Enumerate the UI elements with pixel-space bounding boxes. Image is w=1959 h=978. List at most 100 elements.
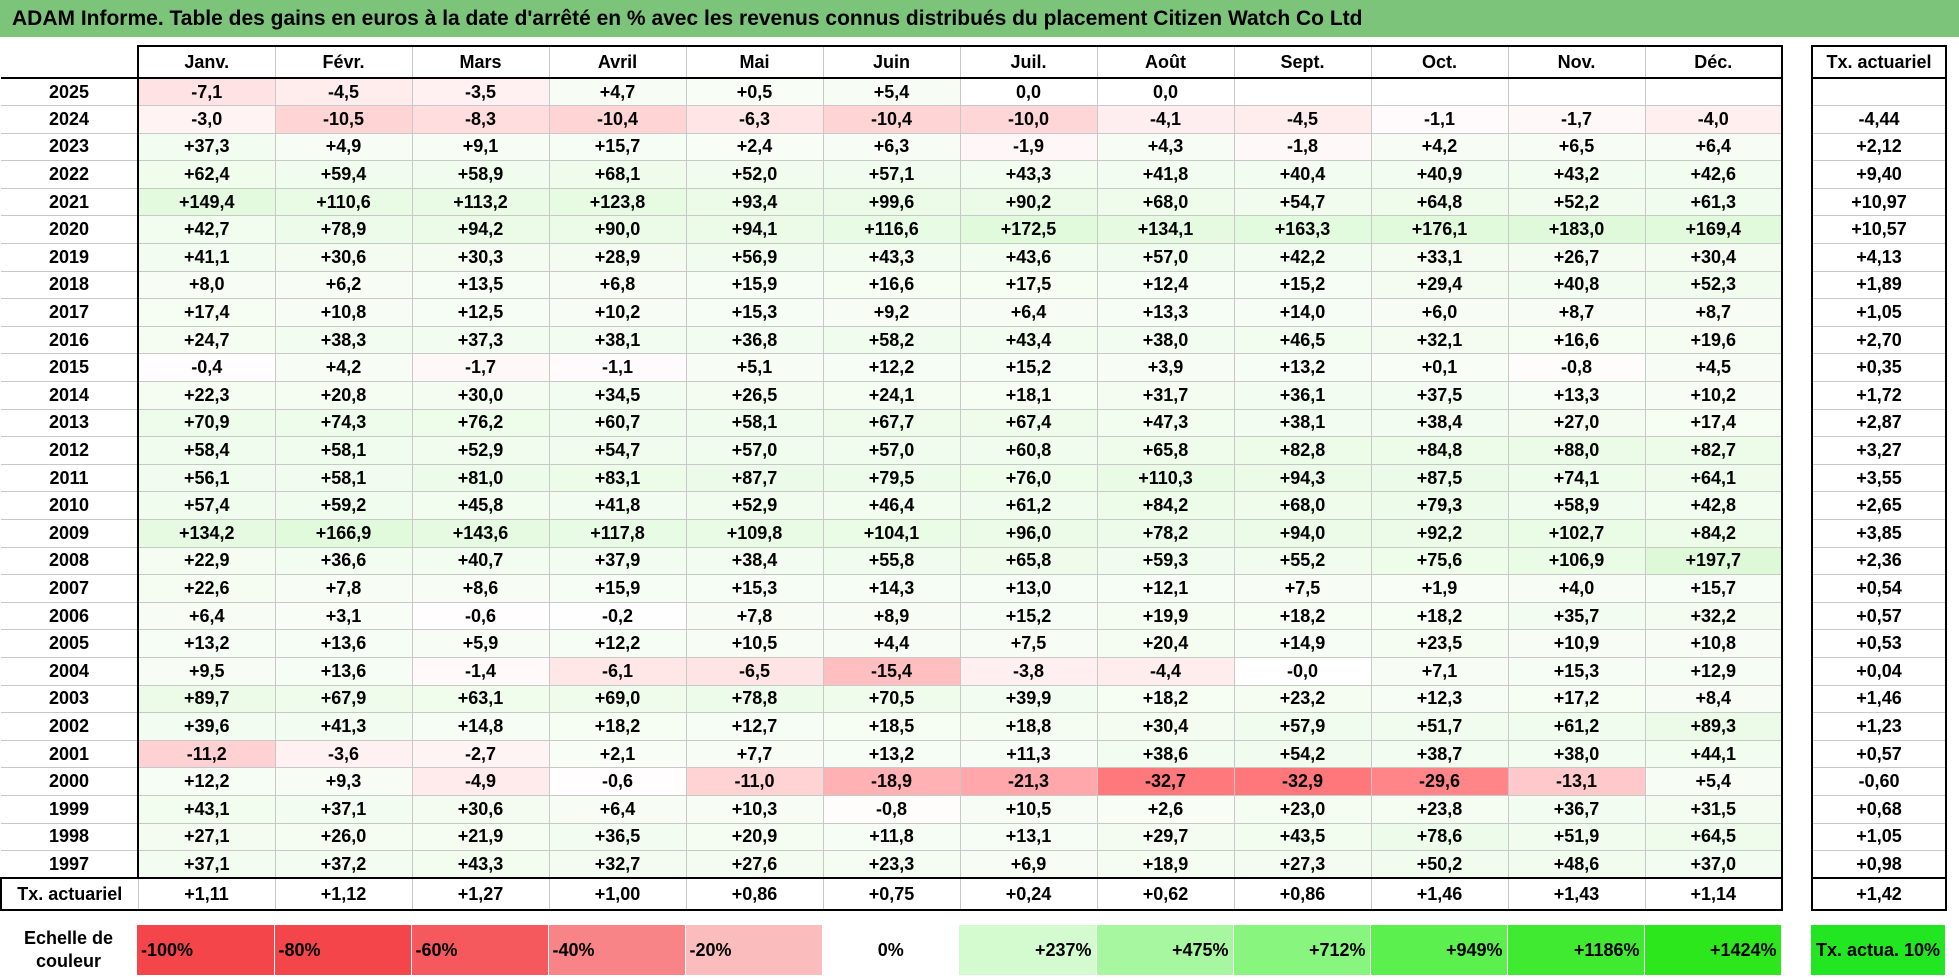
value-cell: +8,4 — [1644, 684, 1783, 714]
value-cell: -11,0 — [685, 767, 824, 796]
value-cell: +64,5 — [1644, 822, 1783, 852]
value-cell: -6,3 — [685, 105, 824, 134]
value-cell: +8,7 — [1644, 298, 1783, 327]
value-cell: +51,7 — [1370, 712, 1509, 741]
column-gap — [1782, 271, 1812, 299]
value-cell: +94,3 — [1233, 463, 1372, 493]
value-cell: +43,3 — [411, 850, 550, 879]
value-cell: +43,4 — [959, 325, 1098, 355]
value-cell: +61,2 — [1507, 712, 1646, 741]
value-cell: +12,2 — [548, 629, 687, 658]
value-cell: +18,9 — [1096, 850, 1235, 879]
value-cell: +9,2 — [822, 298, 961, 327]
value-cell: +9,5 — [137, 656, 276, 686]
value-cell: -2,7 — [411, 739, 550, 769]
scale-step: 0% — [822, 925, 959, 975]
value-cell: +94,0 — [1233, 519, 1372, 548]
value-cell: +9,1 — [411, 132, 550, 162]
value-cell: -4,9 — [411, 767, 550, 796]
actuarial-cell: +0,57 — [1811, 601, 1947, 631]
table-row: 2015 -0,4 +4,2 -1,7 -1,1 +5,1 +12,2 +15,2 +3,9 +1… — [1, 353, 1947, 383]
value-cell: +143,6 — [411, 519, 550, 548]
total-value-cell: +0,75 — [822, 877, 961, 912]
value-cell: +69,0 — [548, 684, 687, 714]
value-cell: +36,1 — [1233, 381, 1372, 410]
total-label: Tx. actuariel — [0, 877, 139, 912]
month-header: Juil. — [959, 45, 1098, 79]
value-cell: +99,6 — [822, 187, 961, 217]
year-cell: 2010 — [1, 491, 139, 520]
value-cell: +52,9 — [411, 436, 550, 465]
value-cell: +6,4 — [548, 794, 687, 824]
value-cell: +12,4 — [1096, 270, 1235, 300]
value-cell: +57,9 — [1233, 712, 1372, 741]
value-cell: +12,2 — [137, 767, 276, 796]
value-cell: +14,3 — [822, 574, 961, 603]
actuarial-cell: +0,57 — [1811, 739, 1947, 769]
value-cell: -1,7 — [1507, 105, 1646, 134]
value-cell: +13,6 — [274, 629, 413, 658]
column-gap — [1782, 133, 1812, 161]
value-cell: -4,5 — [274, 77, 413, 107]
actuarial-cell: +2,70 — [1811, 325, 1947, 355]
value-cell: +43,3 — [959, 160, 1098, 189]
month-header: Janv. — [137, 45, 276, 79]
value-cell: +11,3 — [959, 739, 1098, 769]
value-cell: +1,9 — [1370, 574, 1509, 603]
table-row: 2016 +24,7 +38,3 +37,3 +38,1 +36,8 +58,2 +43,4 +… — [1, 325, 1947, 355]
total-value-cell: +0,24 — [959, 877, 1098, 912]
actuarial-cell: +0,54 — [1811, 574, 1947, 603]
year-cell: 2024 — [1, 105, 139, 134]
value-cell: +40,4 — [1233, 160, 1372, 189]
value-cell: +10,3 — [685, 794, 824, 824]
column-gap — [1782, 298, 1812, 327]
value-cell: +48,6 — [1507, 850, 1646, 879]
value-cell: +52,2 — [1507, 187, 1646, 217]
value-cell: +7,1 — [1370, 656, 1509, 686]
value-cell: +38,4 — [1370, 408, 1509, 438]
actuarial-cell: -0,60 — [1811, 767, 1947, 796]
value-cell: +37,9 — [548, 546, 687, 576]
value-cell: +74,1 — [1507, 463, 1646, 493]
value-cell: +38,0 — [1507, 739, 1646, 769]
value-cell: +13,6 — [274, 656, 413, 686]
value-cell: +42,6 — [1644, 160, 1783, 189]
value-cell: +37,0 — [1644, 850, 1783, 879]
value-cell: +4,2 — [274, 353, 413, 383]
table-row: 2017 +17,4 +10,8 +12,5 +10,2 +15,3 +9,2 +6,4 +13… — [1, 298, 1947, 327]
value-cell: +83,1 — [548, 463, 687, 493]
month-header: Déc. — [1644, 45, 1783, 79]
value-cell: -0,8 — [822, 794, 961, 824]
value-cell: +57,0 — [1096, 243, 1235, 272]
value-cell: -29,6 — [1370, 767, 1509, 796]
scale-step: +1424% — [1644, 925, 1782, 975]
year-cell: 2008 — [1, 546, 139, 576]
column-gap — [1782, 188, 1812, 216]
value-cell: +10,8 — [274, 298, 413, 327]
value-cell: +59,3 — [1096, 546, 1235, 576]
value-cell: +58,1 — [274, 436, 413, 465]
value-cell: +40,8 — [1507, 270, 1646, 300]
column-gap — [1782, 519, 1812, 548]
column-gap — [1782, 326, 1812, 354]
column-gap — [1782, 685, 1812, 713]
value-cell: +4,2 — [1370, 132, 1509, 162]
column-gap — [1782, 823, 1812, 851]
actuarial-cell: +1,89 — [1811, 270, 1947, 300]
scale-step: -40% — [548, 925, 686, 975]
value-cell: +20,8 — [274, 381, 413, 410]
value-cell: +117,8 — [548, 519, 687, 548]
actuarial-cell: +2,36 — [1811, 546, 1947, 576]
value-cell: +30,3 — [411, 243, 550, 272]
value-cell: +52,0 — [685, 160, 824, 189]
value-cell: +52,3 — [1644, 270, 1783, 300]
value-cell: +43,2 — [1507, 160, 1646, 189]
value-cell: +134,1 — [1096, 215, 1235, 245]
year-cell: 2003 — [1, 684, 139, 714]
value-cell: +12,1 — [1096, 574, 1235, 603]
value-cell — [1507, 77, 1646, 107]
value-cell: +84,2 — [1644, 519, 1783, 548]
month-header: Sept. — [1233, 45, 1372, 79]
year-cell: 2009 — [1, 519, 139, 548]
value-cell: -10,4 — [822, 105, 961, 134]
